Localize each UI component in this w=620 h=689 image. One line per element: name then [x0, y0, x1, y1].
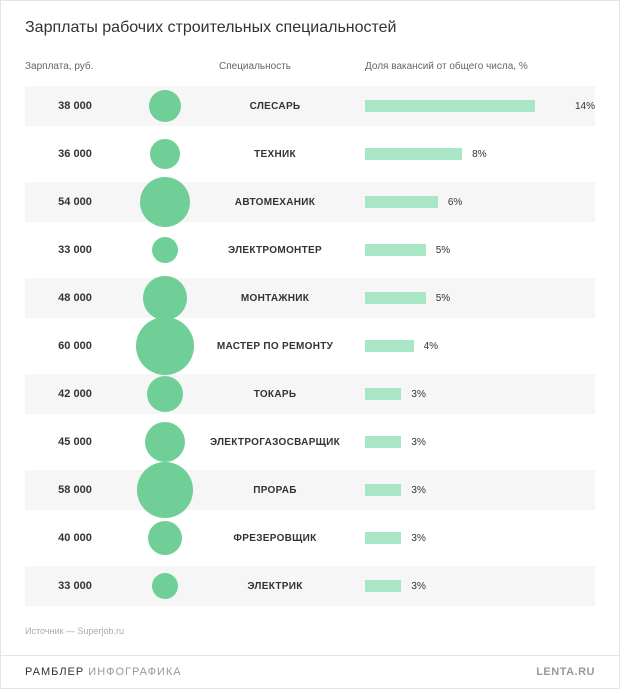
- specialty-label: ТЕХНИК: [205, 149, 345, 160]
- bar-column: 3%: [345, 532, 595, 544]
- data-row: 40 000 ФРЕЗЕРОВЩИК 3%: [25, 514, 595, 562]
- share-bar: [365, 484, 401, 496]
- percent-label: 8%: [472, 149, 486, 160]
- salary-bubble: [137, 462, 193, 518]
- data-row: 60 000 МАСТЕР ПО РЕМОНТУ 4%: [25, 322, 595, 370]
- salary-bubble: [152, 237, 178, 263]
- data-row: 54 000 АВТОМЕХАНИК 6%: [25, 178, 595, 226]
- share-bar: [365, 532, 401, 544]
- percent-label: 3%: [411, 437, 425, 448]
- column-headers: Зарплата, руб. Специальность Доля ваканс…: [25, 61, 595, 72]
- percent-label: 3%: [411, 581, 425, 592]
- salary-bubble: [148, 521, 182, 555]
- data-row: 33 000 ЭЛЕКТРИК 3%: [25, 562, 595, 610]
- salary-value: 33 000: [25, 580, 125, 592]
- salary-value: 42 000: [25, 388, 125, 400]
- bar-column: 5%: [345, 292, 595, 304]
- specialty-label: ЭЛЕКТРОГАЗОСВАРЩИК: [205, 437, 345, 448]
- chart-title: Зарплаты рабочих строительных специально…: [25, 19, 595, 37]
- specialty-label: МАСТЕР ПО РЕМОНТУ: [205, 341, 345, 352]
- salary-bubble: [150, 139, 180, 169]
- specialty-label: ЭЛЕКТРИК: [205, 581, 345, 592]
- percent-label: 4%: [424, 341, 438, 352]
- salary-value: 33 000: [25, 244, 125, 256]
- data-row: 45 000 ЭЛЕКТРОГАЗОСВАРЩИК 3%: [25, 418, 595, 466]
- salary-value: 45 000: [25, 436, 125, 448]
- percent-label: 14%: [575, 101, 595, 112]
- specialty-label: ЭЛЕКТРОМОНТЕР: [205, 245, 345, 256]
- share-bar: [365, 340, 414, 352]
- brand-right: LENTA.RU: [536, 666, 595, 678]
- bar-column: 3%: [345, 388, 595, 400]
- salary-value: 58 000: [25, 484, 125, 496]
- salary-bubble: [149, 90, 181, 122]
- rows-container: 38 000 СЛЕСАРЬ 14% 36 000 ТЕХНИК 8% 54 000 АВТО…: [25, 82, 595, 610]
- data-row: 36 000 ТЕХНИК 8%: [25, 130, 595, 178]
- salary-value: 36 000: [25, 148, 125, 160]
- salary-bubble: [145, 422, 185, 462]
- source-text: Источник — Superjob.ru: [25, 626, 595, 636]
- bar-column: 6%: [345, 196, 595, 208]
- bar-column: 14%: [345, 100, 595, 112]
- data-row: 48 000 МОНТАЖНИК 5%: [25, 274, 595, 322]
- percent-label: 5%: [436, 245, 450, 256]
- salary-value: 40 000: [25, 532, 125, 544]
- specialty-label: МОНТАЖНИК: [205, 293, 345, 304]
- salary-bubble: [136, 317, 194, 375]
- bar-column: 3%: [345, 580, 595, 592]
- data-row: 58 000 ПРОРАБ 3%: [25, 466, 595, 514]
- data-row: 33 000 ЭЛЕКТРОМОНТЕР 5%: [25, 226, 595, 274]
- salary-bubble: [143, 276, 187, 320]
- share-bar: [365, 196, 438, 208]
- header-salary: Зарплата, руб.: [25, 61, 165, 72]
- share-bar: [365, 244, 426, 256]
- data-row: 38 000 СЛЕСАРЬ 14%: [25, 82, 595, 130]
- bar-column: 3%: [345, 436, 595, 448]
- footer: РАМБЛЕР ИНФОГРАФИКА LENTA.RU: [1, 655, 619, 688]
- header-specialty: Специальность: [165, 61, 345, 72]
- salary-value: 54 000: [25, 196, 125, 208]
- brand-left: РАМБЛЕР ИНФОГРАФИКА: [25, 666, 182, 678]
- specialty-label: АВТОМЕХАНИК: [205, 197, 345, 208]
- salary-value: 38 000: [25, 100, 125, 112]
- bar-column: 5%: [345, 244, 595, 256]
- specialty-label: ТОКАРЬ: [205, 389, 345, 400]
- header-share: Доля вакансий от общего числа, %: [345, 61, 595, 72]
- specialty-label: СЛЕСАРЬ: [205, 101, 345, 112]
- data-row: 42 000 ТОКАРЬ 3%: [25, 370, 595, 418]
- salary-bubble: [152, 573, 178, 599]
- specialty-label: ФРЕЗЕРОВЩИК: [205, 533, 345, 544]
- share-bar: [365, 148, 462, 160]
- share-bar: [365, 436, 401, 448]
- percent-label: 5%: [436, 293, 450, 304]
- specialty-label: ПРОРАБ: [205, 485, 345, 496]
- percent-label: 3%: [411, 485, 425, 496]
- share-bar: [365, 292, 426, 304]
- share-bar: [365, 580, 401, 592]
- salary-value: 60 000: [25, 340, 125, 352]
- percent-label: 3%: [411, 533, 425, 544]
- brand-infographic: ИНФОГРАФИКА: [88, 666, 181, 678]
- brand-rambler: РАМБЛЕР: [25, 666, 84, 678]
- percent-label: 6%: [448, 197, 462, 208]
- share-bar: [365, 388, 401, 400]
- salary-value: 48 000: [25, 292, 125, 304]
- bar-column: 4%: [345, 340, 595, 352]
- percent-label: 3%: [411, 389, 425, 400]
- share-bar: [365, 100, 535, 112]
- bar-column: 8%: [345, 148, 595, 160]
- bar-column: 3%: [345, 484, 595, 496]
